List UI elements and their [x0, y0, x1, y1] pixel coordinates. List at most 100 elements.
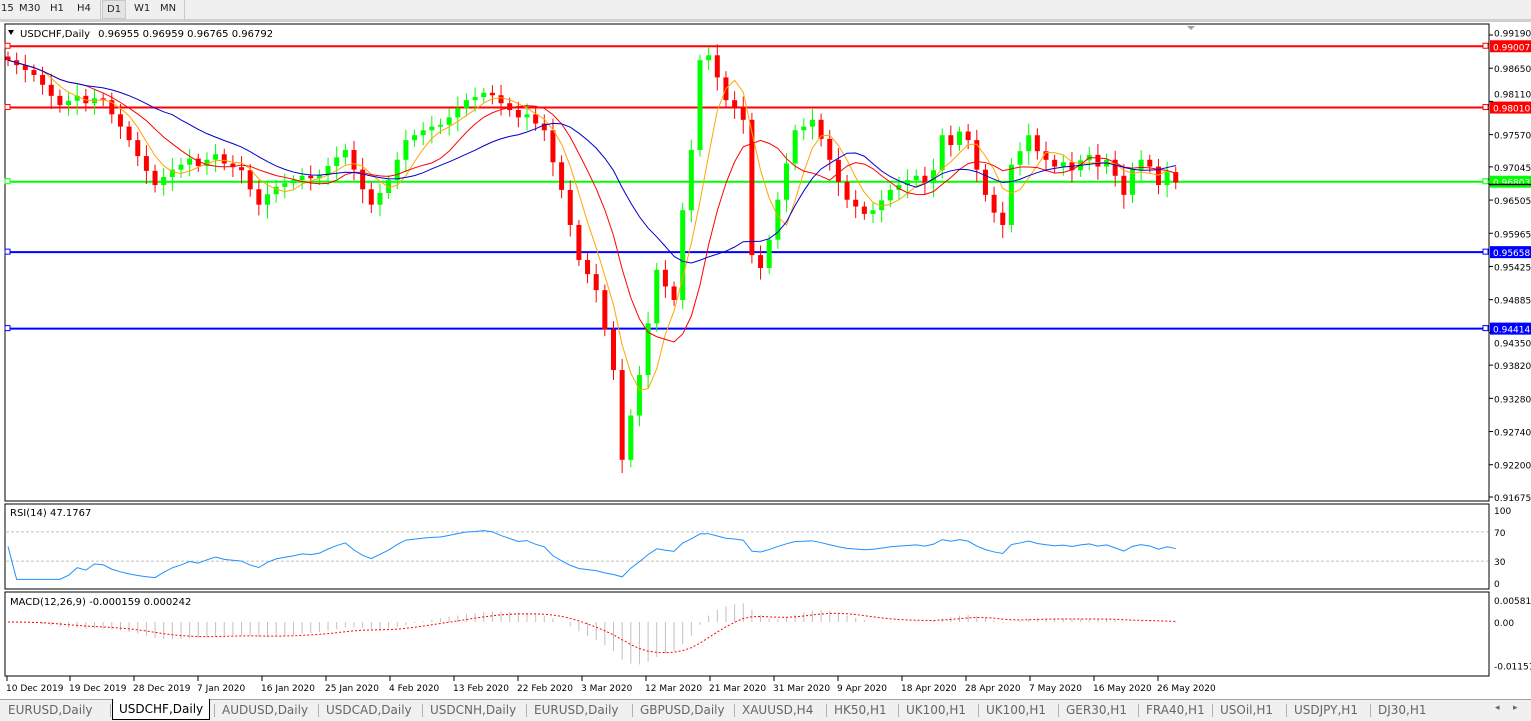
x-tick-label: 13 Feb 2020: [453, 684, 509, 694]
chart-tab[interactable]: AUDUSD,Daily: [222, 703, 309, 717]
tab-separator: [1058, 704, 1059, 717]
chart-tab[interactable]: UK100,H1: [986, 703, 1047, 717]
candle-body: [991, 194, 997, 213]
line-handle[interactable]: [4, 325, 11, 332]
candle-body: [5, 56, 11, 61]
shift-marker-icon[interactable]: [1187, 26, 1195, 30]
candle-body: [273, 186, 279, 195]
timeframe-mn[interactable]: MN: [160, 3, 177, 14]
rsi-tick-label: 70: [1494, 529, 1506, 539]
candle-body: [74, 95, 80, 101]
x-tick-label: 3 Mar 2020: [581, 684, 633, 694]
timeframe-m15[interactable]: 15: [1, 3, 14, 14]
candle-body: [463, 100, 469, 109]
moving-average-10: [7, 59, 1176, 343]
candle-body: [386, 180, 392, 193]
line-handle[interactable]: [4, 104, 11, 111]
timeframe-d1[interactable]: D1: [102, 0, 127, 19]
chart-tab[interactable]: DJ30,H1: [1378, 703, 1427, 717]
price-label-box: [1490, 101, 1531, 114]
tab-separator: [978, 704, 979, 717]
line-handle[interactable]: [1482, 42, 1489, 49]
chart-tab[interactable]: USDCNH,Daily: [430, 703, 517, 717]
timeframe-m30[interactable]: M30: [19, 3, 41, 14]
timeframe-h1[interactable]: H1: [50, 3, 64, 14]
y-tick-label: 0.91675: [1494, 494, 1531, 504]
candle-body: [913, 175, 919, 181]
candle-body: [446, 117, 452, 125]
line-handle[interactable]: [1482, 104, 1489, 111]
candle-body: [334, 157, 340, 166]
line-handle[interactable]: [4, 42, 11, 49]
x-tick-label: 28 Dec 2019: [133, 684, 191, 694]
chart-tab[interactable]: EURUSD,Daily: [8, 703, 93, 717]
x-tick-label: 10 Dec 2019: [6, 684, 64, 694]
chart-tab[interactable]: GER30,H1: [1066, 703, 1127, 717]
candle-body: [325, 165, 331, 176]
chart-tab[interactable]: USDCAD,Daily: [326, 703, 412, 717]
candle-body: [732, 100, 738, 109]
macd-tick-label: 0.00: [1494, 619, 1514, 629]
line-handle[interactable]: [4, 248, 11, 255]
candle-body: [1026, 135, 1032, 152]
line-handle[interactable]: [4, 178, 11, 185]
chart-tab[interactable]: GBPUSD,Daily: [640, 703, 725, 717]
x-tick-label: 16 May 2020: [1093, 684, 1152, 694]
candle-body: [965, 131, 971, 141]
chart-tab[interactable]: FRA40,H1: [1146, 703, 1205, 717]
timeframe-h4[interactable]: H4: [77, 3, 91, 14]
candle-body: [619, 370, 625, 460]
timeframe-w1[interactable]: W1: [134, 3, 151, 14]
candle-body: [887, 189, 893, 201]
candle-body: [429, 126, 435, 131]
candle-body: [905, 180, 911, 186]
price-chart[interactable]: 0.99007 0.98010 0.96803 0.95658 0.94414 0.99…: [0, 0, 1531, 700]
chart-menu-icon[interactable]: [8, 30, 14, 35]
moving-average-5: [7, 59, 1176, 391]
candle-body: [974, 140, 980, 170]
x-tick-label: 22 Feb 2020: [517, 684, 573, 694]
line-handle[interactable]: [1482, 178, 1489, 185]
chart-tab[interactable]: USOil,H1: [1220, 703, 1273, 717]
chart-tabs: EURUSD,Daily USDCHF,Daily AUDUSD,Daily USDC…: [0, 699, 1531, 721]
chart-tab[interactable]: XAUUSD,H4: [742, 703, 814, 717]
line-handle[interactable]: [1482, 325, 1489, 332]
x-tick-label: 26 May 2020: [1157, 684, 1216, 694]
chart-tab[interactable]: UK100,H1: [906, 703, 967, 717]
scroll-left-icon[interactable]: ◂: [1495, 703, 1500, 713]
candle-body: [818, 119, 824, 139]
candle-body: [1060, 162, 1066, 167]
y-tick-label: 0.92740: [1494, 429, 1531, 439]
candle-body: [507, 103, 513, 111]
candle-body: [792, 130, 798, 164]
price-label-box: [1490, 246, 1531, 259]
x-tick-label: 31 Mar 2020: [773, 684, 830, 694]
candle-body: [265, 194, 270, 205]
tab-separator: [734, 704, 735, 717]
candle-body: [472, 97, 478, 101]
candle-body: [22, 65, 28, 71]
chart-tab[interactable]: USDCHF,Daily: [112, 699, 211, 720]
candle-body: [1052, 159, 1058, 167]
rsi-tick-label: 30: [1494, 558, 1506, 568]
chart-tab[interactable]: EURUSD,Daily: [534, 703, 619, 717]
candle-body: [835, 159, 841, 182]
tab-separator: [1370, 704, 1371, 717]
candle-body: [524, 114, 530, 118]
x-tick-label: 21 Mar 2020: [709, 684, 766, 694]
chart-tab[interactable]: HK50,H1: [834, 703, 887, 717]
candle-body: [498, 95, 504, 104]
candle-body: [213, 154, 219, 160]
candle-body: [178, 164, 184, 170]
chart-tab[interactable]: USDJPY,H1: [1294, 703, 1358, 717]
candle-body: [697, 60, 703, 150]
candle-body: [1095, 154, 1101, 167]
candle-body: [896, 185, 902, 190]
toolbar-separator: [184, 0, 185, 19]
tab-separator: [110, 704, 111, 717]
macd-label: MACD(12,26,9) -0.000159 0.000242: [10, 597, 191, 608]
line-handle[interactable]: [1482, 248, 1489, 255]
y-tick-label: 0.93280: [1494, 395, 1531, 405]
candle-body: [1130, 169, 1135, 195]
scroll-right-icon[interactable]: ▸: [1513, 703, 1518, 713]
